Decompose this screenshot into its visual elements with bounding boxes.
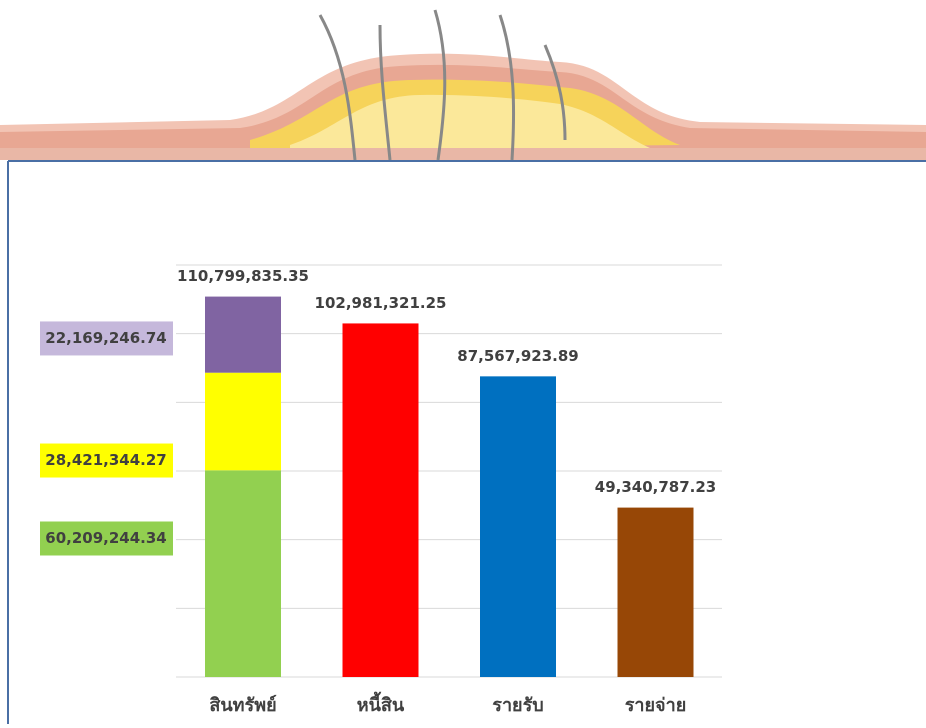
- x-tick-label: หนี้สิน: [357, 691, 405, 716]
- x-tick-label: รายรับ: [492, 695, 543, 716]
- value-label: 87,567,923.89: [457, 347, 578, 365]
- total-label: 110,799,835.35: [177, 267, 309, 285]
- bar: [205, 470, 281, 677]
- bar: [343, 323, 419, 677]
- bar: [205, 297, 281, 373]
- bar: [618, 508, 694, 677]
- header-illustration: [0, 0, 926, 160]
- value-label: 22,169,246.74: [45, 329, 166, 347]
- value-label: 49,340,787.23: [595, 478, 716, 496]
- x-tick-label: รายจ่าย: [625, 695, 687, 716]
- bar: [205, 373, 281, 471]
- value-label: 60,209,244.34: [45, 529, 166, 547]
- x-tick-label: สินทรัพย์: [209, 694, 276, 716]
- value-label: 28,421,344.27: [45, 451, 166, 469]
- bar: [480, 376, 556, 677]
- value-label: 102,981,321.25: [315, 294, 447, 312]
- page: 60,209,244.34 28,421,344.27 22,169,246.74 1…: [0, 0, 926, 724]
